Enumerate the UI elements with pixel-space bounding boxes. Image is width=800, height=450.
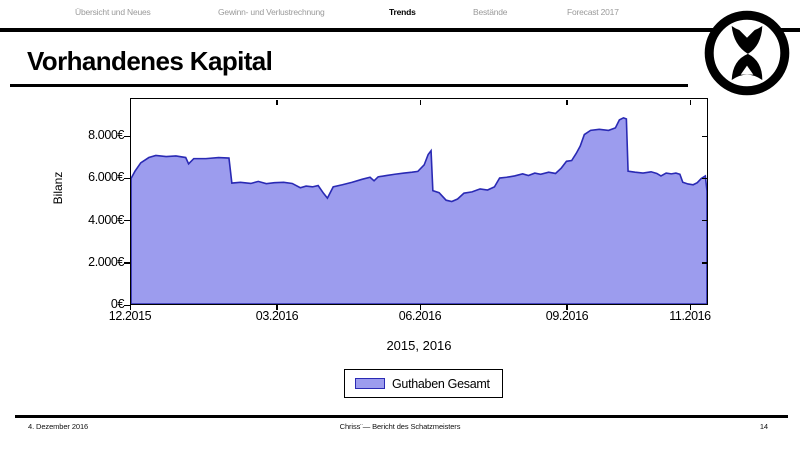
x-tick-label: 11.2016 bbox=[669, 309, 711, 323]
x-tick-mark-bottom bbox=[129, 305, 131, 310]
chart-legend: Guthaben Gesamt bbox=[344, 369, 503, 398]
nav-item-uebersicht[interactable]: Übersicht und Neues bbox=[75, 7, 151, 17]
y-tick-label: 2.000€ bbox=[88, 255, 124, 269]
y-tick-mark-right bbox=[702, 177, 707, 180]
x-tick-mark-bottom bbox=[566, 305, 568, 310]
legend-swatch bbox=[355, 378, 385, 389]
page-title: Vorhandenes Kapital bbox=[27, 46, 273, 76]
y-tick-mark-left bbox=[124, 177, 130, 180]
x-tick-mark-bottom bbox=[419, 305, 422, 310]
x-tick-label: 06.2016 bbox=[398, 309, 442, 323]
y-tick-label: 0€ bbox=[110, 297, 125, 311]
footer-page-number: 14 bbox=[759, 422, 768, 431]
footer-rule bbox=[15, 415, 788, 418]
y-tick-mark-left bbox=[124, 262, 130, 264]
x-tick-mark-bottom bbox=[276, 305, 278, 310]
x-tick-label: 12.2015 bbox=[108, 309, 152, 323]
y-tick-mark-left bbox=[124, 135, 130, 137]
nav-item-bestaende[interactable]: Bestände bbox=[473, 7, 508, 17]
y-tick-mark-left bbox=[124, 220, 130, 222]
y-tick-label: 6.000€ bbox=[88, 170, 124, 184]
title-rule bbox=[10, 84, 688, 87]
x-tick-mark-top bbox=[276, 99, 278, 105]
y-tick-mark-right bbox=[702, 135, 707, 137]
nav-item-trends[interactable]: Trends bbox=[389, 7, 416, 17]
nav-item-forecast[interactable]: Forecast 2017 bbox=[567, 7, 619, 17]
x-tick-mark-top bbox=[419, 99, 422, 105]
y-tick-mark-right bbox=[702, 262, 707, 264]
y-tick-label: 8.000€ bbox=[88, 128, 124, 142]
guthaben-area-series bbox=[131, 99, 707, 304]
legend-label: Guthaben Gesamt bbox=[392, 376, 490, 391]
hourglass-logo-icon bbox=[702, 8, 792, 98]
footer-date: 4. Dezember 2016 bbox=[28, 422, 89, 431]
footer-author-title: Chriss¨— Bericht des Schatzmeisters bbox=[339, 422, 461, 431]
x-tick-mark-top bbox=[566, 99, 568, 105]
x-axis-label: 2015, 2016 bbox=[386, 338, 452, 353]
x-tick-label: 03.2016 bbox=[255, 309, 299, 323]
area-chart-plot bbox=[130, 98, 708, 305]
x-tick-mark-bottom bbox=[689, 305, 691, 310]
y-tick-mark-right bbox=[702, 220, 707, 222]
nav-item-guv[interactable]: Gewinn- und Verlustrechnung bbox=[218, 7, 325, 17]
y-tick-mark-left bbox=[124, 304, 130, 306]
top-rule bbox=[0, 28, 800, 32]
x-tick-mark-top bbox=[689, 99, 691, 105]
y-tick-label: 4.000€ bbox=[88, 213, 124, 227]
x-tick-label: 09.2016 bbox=[545, 309, 589, 323]
